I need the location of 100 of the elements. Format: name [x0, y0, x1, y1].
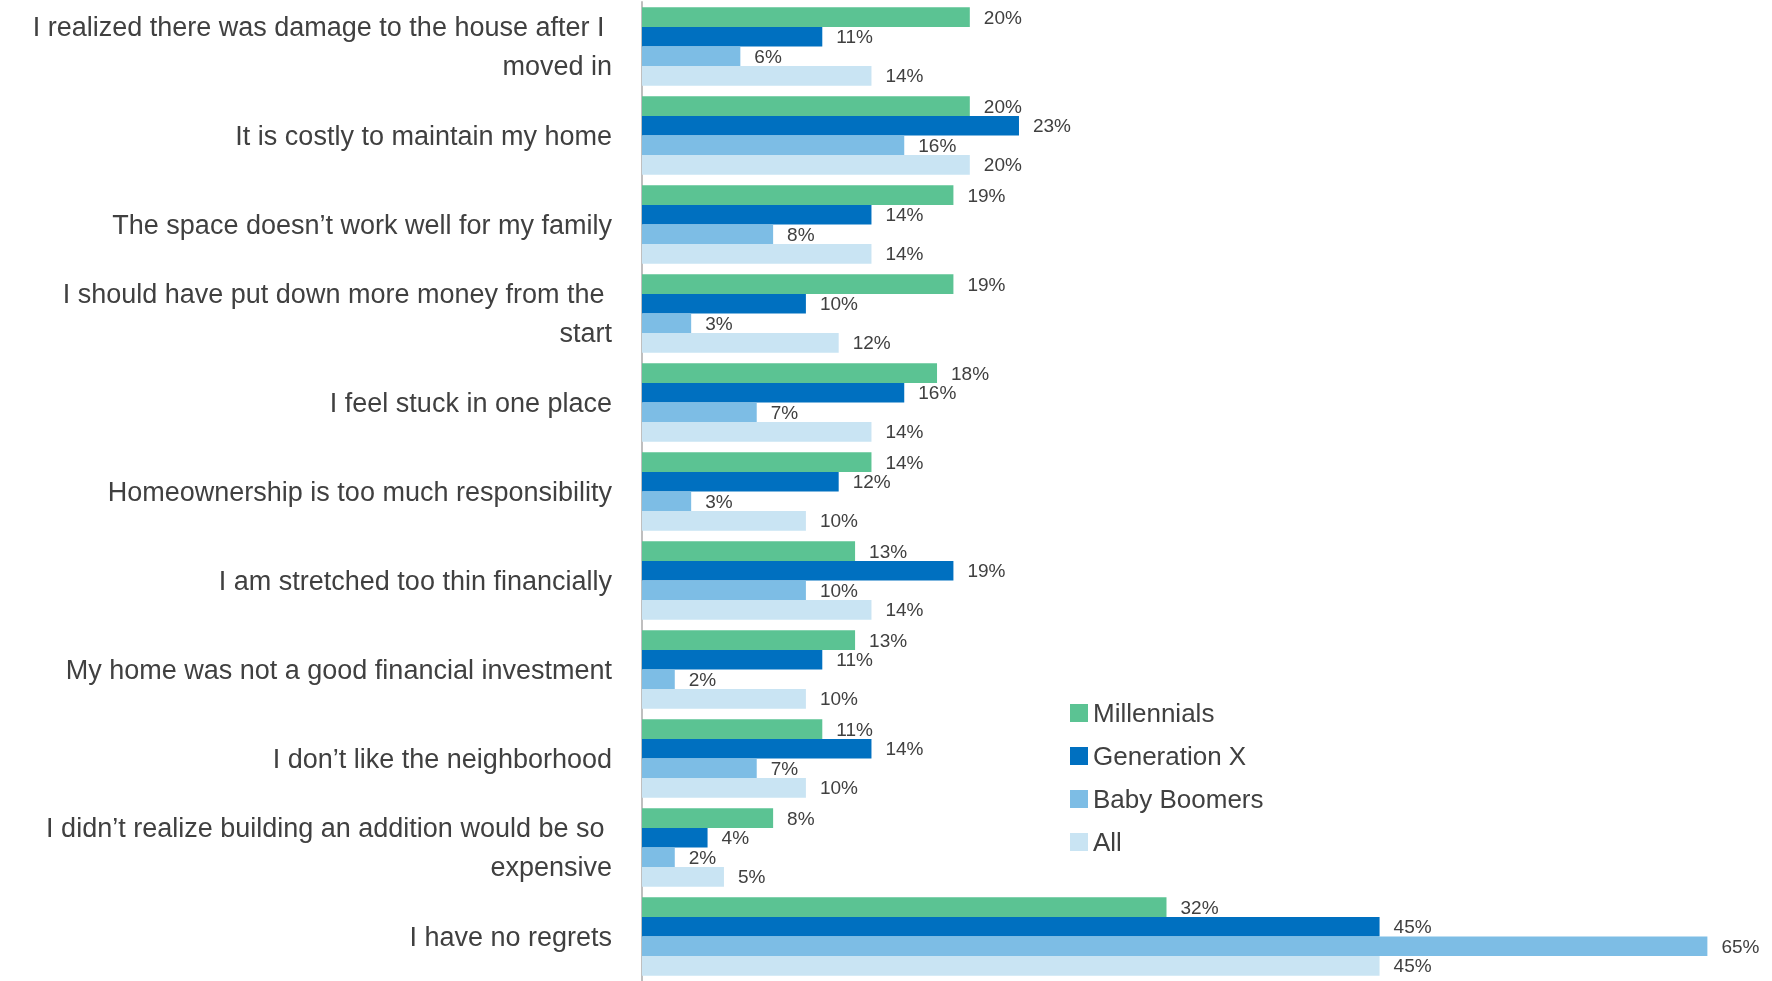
data-label: 7% — [770, 401, 799, 423]
bar — [642, 808, 774, 828]
bar — [642, 96, 970, 116]
y-tick-label: I feel stuck in one place — [329, 387, 612, 418]
bar — [642, 422, 872, 442]
bar — [642, 363, 938, 383]
data-label: 16% — [918, 134, 957, 156]
data-label: 65% — [1721, 935, 1760, 957]
bar — [642, 293, 806, 314]
bar — [642, 847, 675, 868]
bar — [642, 511, 806, 531]
data-label: 45% — [1393, 916, 1432, 938]
bar — [642, 649, 823, 670]
data-label: 16% — [918, 382, 957, 404]
bar — [642, 916, 1380, 937]
data-label: 10% — [819, 579, 859, 601]
data-label: 3% — [705, 312, 733, 334]
data-label: 13% — [869, 540, 908, 562]
bar — [642, 827, 708, 848]
bar — [642, 7, 970, 27]
y-tick-label: I realized there was damage to the house after I moved in — [32, 12, 612, 81]
legend-label: Baby Boomers — [1093, 784, 1264, 814]
data-label: 10% — [819, 688, 859, 710]
data-label: 8% — [787, 807, 815, 829]
bar — [642, 115, 1019, 136]
bar — [642, 46, 741, 67]
data-label: 45% — [1393, 955, 1432, 977]
data-label: 3% — [705, 490, 733, 512]
data-label: 20% — [983, 154, 1022, 176]
y-tick-label: It is costly to maintain my home — [235, 120, 612, 151]
data-label: 18% — [951, 362, 990, 384]
data-label: 12% — [852, 332, 891, 354]
bar — [642, 867, 724, 887]
data-label: 14% — [885, 421, 924, 443]
bar — [642, 224, 774, 245]
data-label: 14% — [885, 451, 924, 473]
data-label: 5% — [737, 866, 766, 888]
bar — [642, 274, 954, 294]
legend-label: Millennials — [1093, 698, 1215, 728]
data-label: 23% — [1032, 115, 1072, 137]
bar — [642, 689, 806, 709]
bar — [642, 541, 856, 561]
bar — [642, 897, 1167, 917]
y-tick-label: I don’t like the neighborhood — [272, 743, 612, 774]
bar — [642, 956, 1380, 976]
bar — [642, 452, 872, 472]
data-label: 6% — [754, 45, 782, 67]
data-label: 14% — [885, 599, 924, 621]
data-label: 4% — [721, 827, 750, 849]
bar — [642, 630, 856, 650]
bar — [642, 135, 905, 156]
data-label: 32% — [1180, 896, 1219, 918]
data-label: 11% — [836, 26, 874, 48]
data-label: 10% — [819, 510, 859, 532]
bar — [642, 66, 872, 86]
y-tick-label: I am stretched too thin financially — [218, 565, 613, 596]
data-label: 14% — [885, 738, 924, 760]
data-label: 7% — [770, 757, 799, 779]
bar — [642, 333, 839, 353]
bar — [642, 491, 692, 512]
y-tick-label: Homeownership is too much responsibility — [107, 476, 613, 507]
bar — [642, 244, 872, 264]
data-label: 10% — [819, 777, 859, 799]
y-tick-label: I didn’t realize building an addition would be so expensive — [46, 813, 612, 882]
y-tick-label: I should have put down more money from the start — [62, 279, 613, 348]
data-label: 8% — [787, 223, 815, 245]
data-label: 2% — [688, 668, 717, 690]
data-label: 19% — [967, 184, 1006, 206]
bar — [642, 600, 872, 620]
bar — [642, 719, 823, 739]
bar — [642, 26, 823, 47]
bar — [642, 936, 1708, 957]
bar — [642, 155, 970, 175]
bar — [642, 758, 757, 779]
y-tick-label: My home was not a good financial investment — [65, 654, 613, 685]
bar — [642, 580, 806, 601]
bar — [642, 402, 757, 423]
data-label: 14% — [885, 204, 924, 226]
bar — [642, 313, 692, 334]
legend-label: Generation X — [1093, 741, 1247, 771]
data-label: 20% — [983, 95, 1022, 117]
data-label: 11% — [836, 649, 874, 671]
data-label: 12% — [852, 471, 891, 493]
data-label: 20% — [983, 6, 1022, 28]
bar — [642, 778, 806, 798]
y-tick-label: I have no regrets — [409, 921, 612, 952]
bar — [642, 560, 954, 581]
data-label: 11% — [836, 718, 874, 740]
y-tick-label: The space doesn’t work well for my family — [112, 209, 613, 240]
bar — [642, 669, 675, 690]
legend-label: All — [1093, 827, 1122, 857]
data-label: 2% — [688, 846, 717, 868]
bar — [642, 204, 872, 225]
data-label: 10% — [819, 293, 859, 315]
data-label: 19% — [967, 560, 1006, 582]
data-label: 13% — [869, 629, 908, 651]
data-label: 19% — [967, 273, 1006, 295]
data-label: 14% — [885, 243, 924, 265]
bar — [642, 382, 905, 403]
bar — [642, 738, 872, 759]
